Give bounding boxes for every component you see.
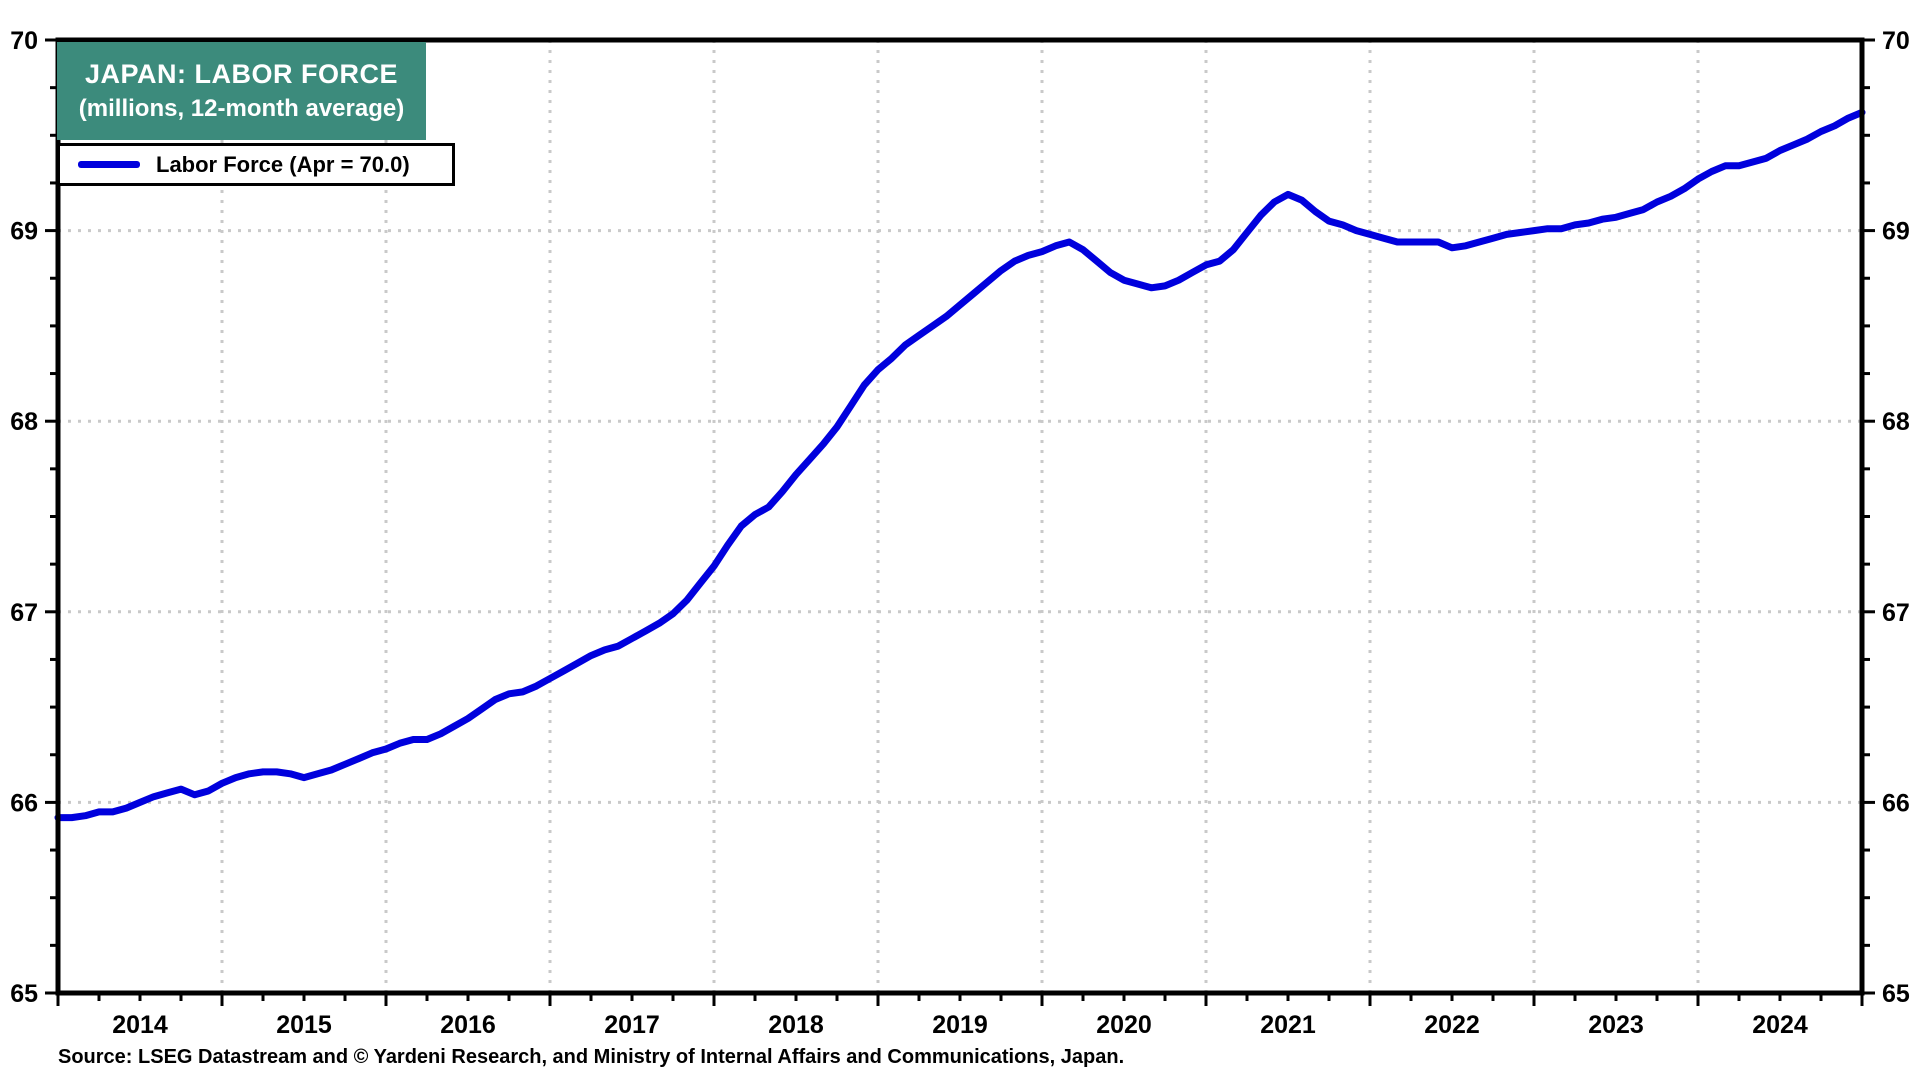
source-note: Source: LSEG Datastream and © Yardeni Re… — [58, 1046, 1125, 1068]
legend-label: Labor Force (Apr = 70.0) — [156, 151, 410, 177]
y-axis-label-left-68: 68 — [10, 408, 38, 436]
labor-force-series-line — [54, 108, 1866, 822]
y-axis-label-left-65: 65 — [10, 980, 38, 1008]
y-axis-label-left-69: 69 — [10, 218, 38, 246]
legend: Labor Force (Apr = 70.0) — [57, 143, 455, 186]
x-axis-label-2015: 2015 — [276, 1011, 332, 1039]
y-axis-label-right-70: 70 — [1882, 27, 1910, 55]
x-axis-label-2014: 2014 — [112, 1011, 168, 1039]
y-axis-label-right-67: 67 — [1882, 599, 1910, 627]
y-axis-label-left-66: 66 — [10, 789, 38, 817]
x-axis-label-2020: 2020 — [1096, 1011, 1152, 1039]
x-axis-label-2018: 2018 — [768, 1011, 824, 1039]
y-axis-label-right-69: 69 — [1882, 218, 1910, 246]
chart-title-box: JAPAN: LABOR FORCE (millions, 12-month a… — [57, 42, 426, 140]
x-axis-label-2021: 2021 — [1260, 1011, 1316, 1039]
y-axis-label-left-67: 67 — [10, 599, 38, 627]
legend-line-swatch — [78, 161, 140, 168]
x-axis-label-2024: 2024 — [1752, 1011, 1808, 1039]
chart-title: JAPAN: LABOR FORCE — [84, 59, 398, 89]
x-axis-label-2023: 2023 — [1588, 1011, 1644, 1039]
chart-subtitle: (millions, 12-month average) — [78, 95, 405, 122]
x-axis-label-2019: 2019 — [932, 1011, 988, 1039]
x-axis-label-2017: 2017 — [604, 1011, 660, 1039]
x-axis-label-2016: 2016 — [440, 1011, 496, 1039]
y-axis-label-right-65: 65 — [1882, 980, 1910, 1008]
y-axis-label-left-70: 70 — [10, 27, 38, 55]
y-axis-label-right-68: 68 — [1882, 408, 1910, 436]
x-axis-label-2022: 2022 — [1424, 1011, 1480, 1039]
plot-frame — [55, 37, 1865, 996]
y-axis-label-right-66: 66 — [1882, 789, 1910, 817]
